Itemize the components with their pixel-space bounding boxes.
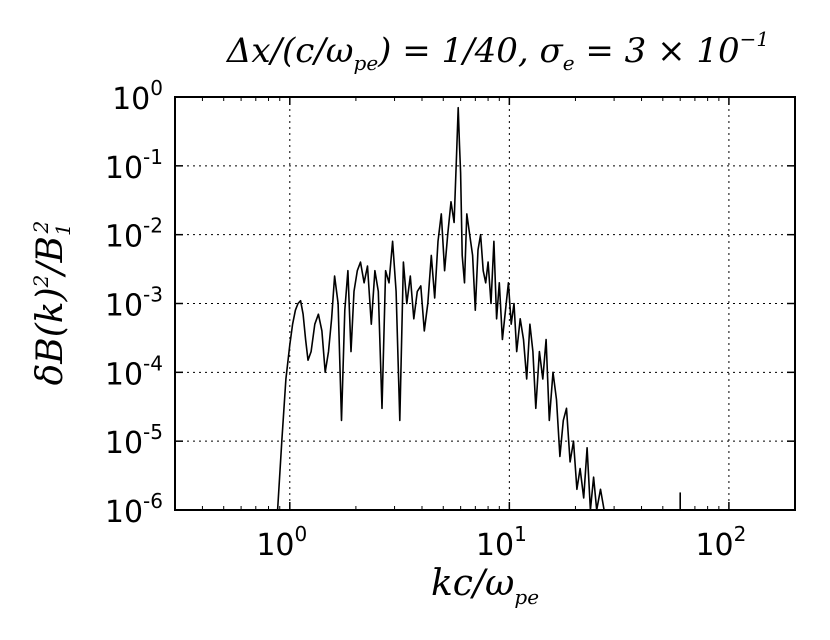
grid — [175, 96, 795, 511]
y-axis-label: δB(k)2/B12 — [29, 221, 75, 386]
plot-frame — [174, 96, 796, 511]
series-line — [276, 106, 608, 511]
series-layer — [276, 106, 681, 511]
x-tick-label: 102 — [695, 522, 746, 563]
y-tick-label: 10-1 — [105, 145, 163, 186]
ticks — [174, 96, 795, 511]
y-tick-label: 100 — [112, 76, 163, 117]
y-tick-label: 10-3 — [105, 283, 163, 324]
y-tick-label: 10-4 — [105, 351, 163, 392]
y-tick-label: 10-5 — [105, 420, 163, 461]
tick-labels: 100 101 102 100 10-1 10-2 10-3 10-4 10-5 10-6 — [105, 76, 747, 563]
y-tick-label: 10-2 — [105, 214, 163, 255]
x-axis-label: kc/ωpe — [431, 563, 539, 609]
y-tick-label: 10-6 — [105, 489, 163, 530]
plot-area: 100 101 102 100 10-1 10-2 10-3 10-4 10-5 10-6 — [105, 76, 796, 563]
x-tick-label: 100 — [256, 522, 307, 563]
chart-title: Δx/(c/ωpe) = 1/40, σe = 3 × 10−1 — [225, 27, 769, 75]
x-tick-label: 101 — [476, 522, 527, 563]
